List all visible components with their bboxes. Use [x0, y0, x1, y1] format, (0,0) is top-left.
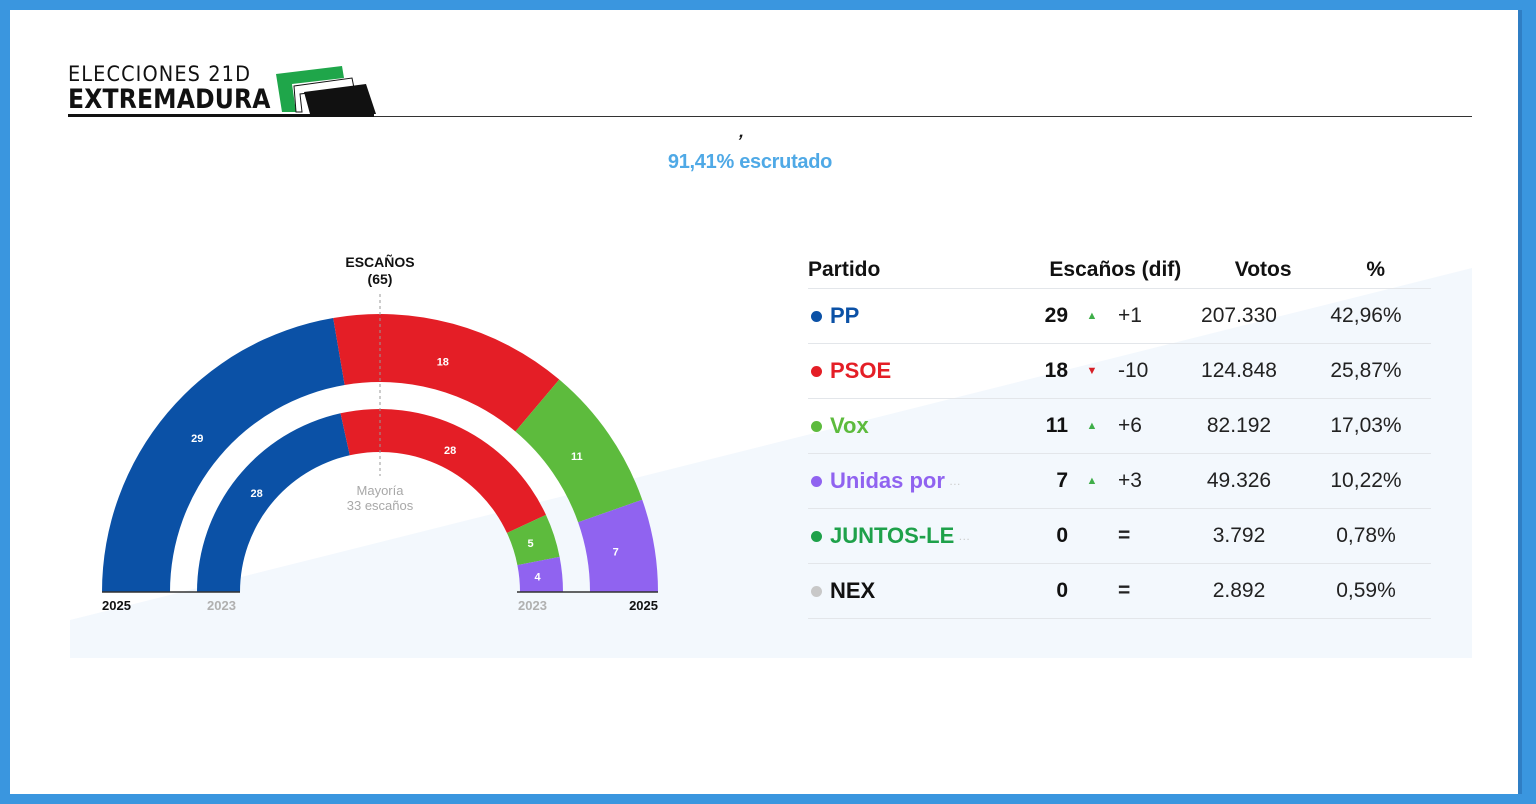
party-cell: NEX [808, 578, 1008, 604]
truncation-ellipsis: … [948, 474, 961, 488]
party-color-dot-icon [811, 585, 822, 597]
pct-value: 17,03% [1330, 414, 1402, 437]
party-color-dot-icon [811, 310, 822, 322]
majority-label-line2: 33 escaños [347, 498, 414, 513]
table-row[interactable]: NEX 0 = 2.892 0,59% [808, 564, 1431, 619]
party-cell: Vox [808, 413, 1008, 439]
seat-segment-2023-pp [196, 413, 350, 592]
seat-count-label: 5 [527, 538, 533, 550]
table-row[interactable]: PSOE 18 ▼ -10 124.848 25,87% [808, 344, 1431, 399]
header-divider [68, 116, 1472, 117]
seat-segment-2023-vox [506, 514, 560, 566]
party-cell: PP [808, 303, 1008, 329]
table-row[interactable]: JUNTOS-LE… 0 = 3.792 0,78% [808, 509, 1431, 564]
trend-up-arrow-icon: ▲ [1086, 420, 1098, 432]
votes-value: 124.848 [1201, 359, 1277, 382]
seats-value: 0 [1056, 524, 1068, 547]
year-label-2025-left: 2025 [102, 598, 131, 613]
seats-hemicycle-chart: 29 18 11 7 28 28 5 4 ESCAÑOS (65) Mayoría 33 es… [102, 253, 658, 613]
header-seats: Escaños (dif) [1049, 258, 1182, 281]
votes-value: 2.892 [1212, 579, 1266, 602]
trend-up-arrow-icon: ▲ [1086, 310, 1098, 322]
seat-segment-2023-psoe [340, 408, 546, 534]
party-color-dot-icon [811, 420, 822, 432]
seats-value: 7 [1056, 469, 1068, 492]
party-name: PP [830, 303, 860, 328]
party-name: JUNTOS-LE [830, 523, 955, 548]
scrutiny-status: 91,41% escrutado [667, 151, 833, 173]
votes-value: 82.192 [1206, 414, 1272, 437]
background-panel [70, 268, 1472, 658]
table-header: Partido Escaños (dif) Votos % [808, 252, 1431, 289]
party-name: PSOE [830, 358, 892, 383]
party-name: Unidas por [830, 468, 945, 493]
pct-value: 10,22% [1330, 469, 1402, 492]
seats-diff: +3 [1118, 469, 1142, 492]
seat-count-label: 28 [444, 445, 456, 457]
party-cell: Unidas por… [808, 468, 1008, 494]
chart-title-line2: (65) [368, 271, 393, 287]
year-label-2023-right: 2023 [518, 598, 547, 613]
table-row[interactable]: PP 29 ▲ +1 207.330 42,96% [808, 289, 1431, 344]
party-color-dot-icon [811, 475, 822, 487]
logo-line1: ELECCIONES 21D [68, 62, 252, 86]
header-divider-bold [68, 114, 374, 117]
pct-value: 25,87% [1330, 359, 1402, 382]
party-cell: PSOE [808, 358, 1008, 384]
seats-diff: +6 [1118, 414, 1142, 437]
seats-value: 29 [1044, 304, 1068, 327]
seat-count-label: 28 [250, 488, 262, 500]
seats-diff: = [1118, 579, 1131, 602]
seats-value: 11 [1045, 414, 1068, 437]
votes-value: 207.330 [1201, 304, 1277, 327]
header-votes: Votos [1234, 258, 1292, 281]
header-pct: % [1366, 258, 1386, 281]
table-row[interactable]: Vox 11 ▲ +6 82.192 17,03% [808, 399, 1431, 454]
year-label-2023-left: 2023 [207, 598, 236, 613]
pct-value: 0,59% [1336, 579, 1396, 602]
chart-title-line1: ESCAÑOS [345, 253, 414, 270]
pct-value: 0,78% [1336, 524, 1396, 547]
seat-count-label: 29 [191, 433, 203, 445]
seats-diff: = [1118, 524, 1131, 547]
seats-value: 18 [1044, 359, 1068, 382]
party-name: Vox [830, 413, 869, 438]
trend-up-arrow-icon: ▲ [1086, 475, 1098, 487]
seats-diff: -10 [1118, 359, 1149, 382]
seat-segment-2025-pp [102, 317, 345, 592]
party-color-dot-icon [811, 530, 822, 542]
votes-value: 3.792 [1212, 524, 1266, 547]
trend-down-arrow-icon: ▼ [1086, 365, 1098, 377]
ballot-box-icon [276, 66, 376, 114]
results-table: Partido Escaños (dif) Votos % PP 29 ▲ +1 207… [808, 252, 1431, 619]
truncation-ellipsis: … [958, 529, 971, 543]
year-label-2025-right: 2025 [629, 598, 658, 613]
party-name: NEX [830, 578, 876, 603]
seat-segment-2023-unidas-por- [517, 556, 563, 592]
seat-segment-2025-unidas-por- [578, 499, 658, 592]
party-cell: JUNTOS-LE… [808, 523, 1008, 549]
logo-line2: EXTREMADURA [68, 84, 271, 115]
page-frame: ELECCIONES 21D EXTREMADURA ’ 91,41% escr… [10, 10, 1522, 794]
votes-value: 49.326 [1206, 469, 1272, 492]
seats-value: 0 [1056, 579, 1068, 602]
seat-count-label: 4 [534, 572, 541, 584]
seat-count-label: 7 [613, 547, 619, 559]
seat-segment-2025-psoe [333, 313, 560, 432]
seat-segment-2025-vox [515, 379, 643, 523]
pct-value: 42,96% [1330, 304, 1402, 327]
seat-count-label: 18 [437, 356, 449, 368]
seat-count-label: 11 [571, 451, 583, 463]
party-color-dot-icon [811, 365, 822, 377]
seats-diff: +1 [1118, 304, 1142, 327]
majority-label-line1: Mayoría [357, 483, 405, 498]
table-row[interactable]: Unidas por… 7 ▲ +3 49.326 10,22% [808, 454, 1431, 509]
header-party: Partido [808, 258, 881, 281]
